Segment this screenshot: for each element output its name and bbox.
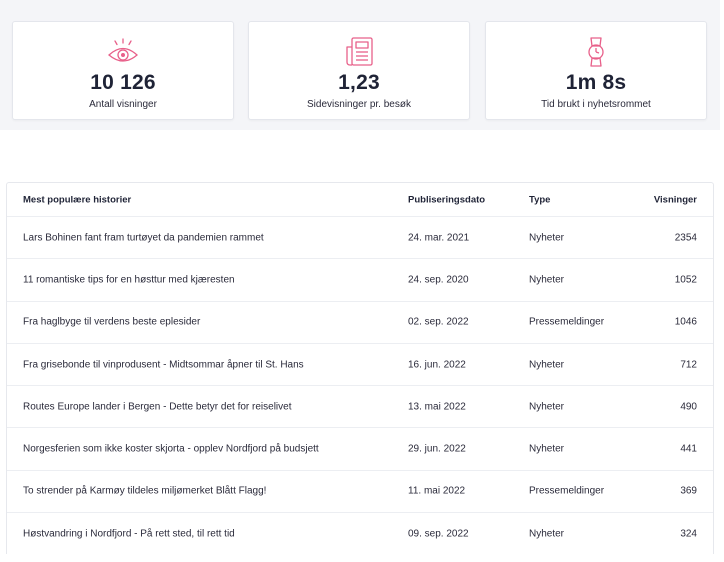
story-views: 441 [680,443,697,455]
story-type: Nyheter [529,274,565,286]
story-date: 02. sep. 2022 [408,316,469,328]
table-row[interactable]: To strender på Karmøy tildeles miljømerk… [7,471,713,514]
stat-card-time-spent: 1m 8s Tid brukt i nyhetsrommet [485,21,707,120]
story-views: 2354 [674,232,697,244]
column-header-date[interactable]: Publiseringsdato [408,194,486,205]
story-views: 369 [680,485,697,497]
story-title[interactable]: Routes Europe lander i Bergen - Dette be… [23,401,292,413]
story-type: Pressemeldinger [529,485,605,497]
story-title[interactable]: Fra grisebonde til vinprodusent - Midtso… [23,359,304,371]
table-row[interactable]: Routes Europe lander i Bergen - Dette be… [7,386,713,429]
story-title[interactable]: To strender på Karmøy tildeles miljømerk… [23,485,267,497]
story-date: 11. mai 2022 [408,485,466,497]
story-type: Nyheter [529,232,565,244]
story-views: 712 [680,359,697,371]
stat-card-pages-per-visit: 1,23 Sidevisninger pr. besøk [248,21,470,120]
story-type: Pressemeldinger [529,316,605,328]
stat-label: Antall visninger [89,99,157,110]
story-date: 16. jun. 2022 [408,359,466,371]
newspaper-icon [346,37,373,66]
story-date: 13. mai 2022 [408,401,466,413]
watch-icon [588,37,604,67]
story-date: 24. mar. 2021 [408,232,470,244]
table-row[interactable]: Høstvandring i Nordfjord - På rett sted,… [7,513,713,554]
stat-value: 1,23 [338,71,380,94]
table-row[interactable]: Fra haglbyge til verdens beste eplesider… [7,302,713,344]
table-row[interactable]: 11 romantiske tips for en høsttur med kj… [7,259,713,302]
stat-card-views: 10 126 Antall visninger [12,21,234,120]
stats-section: 10 126 Antall visninger 1,23 Sidevisning… [0,0,720,130]
popular-stories-table: Mest populære historier Publiseringsdato… [6,182,714,554]
story-views: 490 [680,401,697,413]
column-header-type[interactable]: Type [529,194,551,205]
column-header-title: Mest populære historier [23,194,132,205]
story-title[interactable]: 11 romantiske tips for en høsttur med kj… [23,274,235,286]
table-row[interactable]: Lars Bohinen fant fram turtøyet da pande… [7,217,713,260]
story-views: 1046 [674,316,697,328]
story-type: Nyheter [529,359,565,371]
story-views: 1052 [674,274,697,286]
stat-value: 10 126 [90,71,156,94]
column-header-views[interactable]: Visninger [653,194,697,205]
story-type: Nyheter [529,443,565,455]
story-title[interactable]: Norgesferien som ikke koster skjorta - o… [23,443,319,455]
stat-value: 1m 8s [565,71,627,94]
story-type: Nyheter [529,528,565,540]
table-row[interactable]: Fra grisebonde til vinprodusent - Midtso… [7,344,713,387]
table-row[interactable]: Norgesferien som ikke koster skjorta - o… [7,428,713,471]
story-title[interactable]: Fra haglbyge til verdens beste eplesider [23,316,201,328]
table-header-row: Mest populære historier Publiseringsdato… [7,183,713,217]
story-views: 324 [680,528,697,540]
story-type: Nyheter [529,401,565,413]
eye-icon [108,38,138,62]
story-title[interactable]: Lars Bohinen fant fram turtøyet da pande… [23,232,264,244]
stat-label: Sidevisninger pr. besøk [307,99,411,110]
stat-label: Tid brukt i nyhetsrommet [541,99,651,110]
story-date: 29. jun. 2022 [408,443,466,455]
story-date: 24. sep. 2020 [408,274,469,286]
story-date: 09. sep. 2022 [408,528,469,540]
story-title[interactable]: Høstvandring i Nordfjord - På rett sted,… [23,528,235,540]
